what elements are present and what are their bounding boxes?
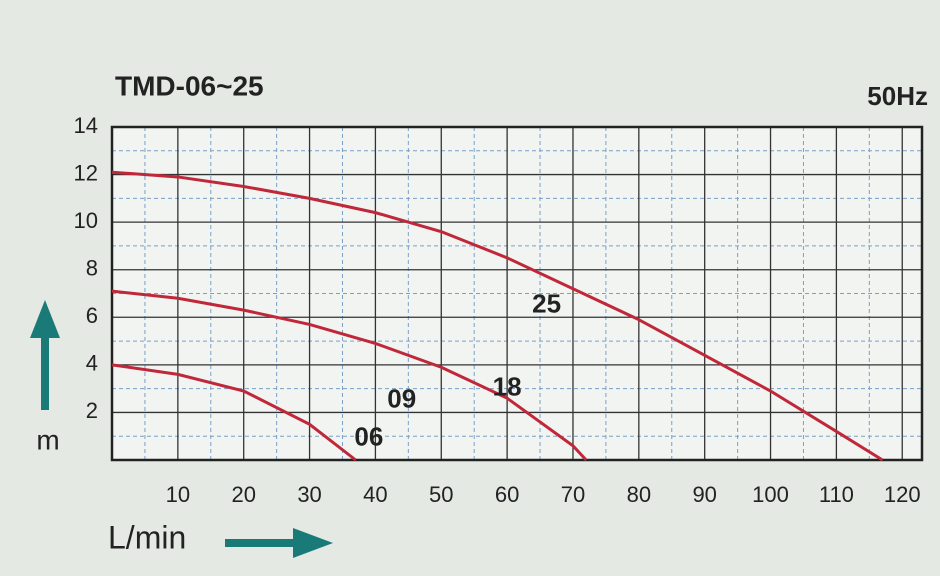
x-tick-label: 30	[297, 482, 321, 507]
y-tick-label: 4	[86, 351, 98, 376]
x-axis-label: L/min	[108, 519, 186, 555]
curve-label: 09	[387, 383, 416, 413]
x-tick-label: 50	[429, 482, 453, 507]
x-tick-label: 110	[819, 482, 854, 507]
x-tick-label: 80	[627, 482, 651, 507]
curve-label: 25	[532, 288, 561, 318]
curve-label: 18	[493, 372, 522, 402]
x-arrow	[225, 528, 333, 558]
x-tick-label: 120	[884, 482, 921, 507]
curve-label: 06	[354, 421, 383, 451]
x-tick-label: 70	[561, 482, 585, 507]
curve	[111, 289, 588, 462]
frequency-label: 50Hz	[867, 81, 928, 111]
y-tick-label: 12	[74, 160, 98, 185]
x-tick-label: 10	[166, 482, 190, 507]
y-tick-label: 6	[86, 303, 98, 328]
curve	[111, 170, 884, 462]
y-tick-label: 10	[74, 208, 98, 233]
x-tick-label: 40	[363, 482, 387, 507]
y-arrow	[30, 300, 60, 410]
x-tick-label: 100	[752, 482, 789, 507]
x-tick-label: 90	[692, 482, 716, 507]
x-tick-label: 20	[231, 482, 255, 507]
chart-title: TMD-06~25	[115, 70, 264, 101]
y-tick-label: 8	[86, 256, 98, 281]
curve	[111, 363, 357, 462]
y-tick-label: 14	[74, 113, 98, 138]
plot-frame	[110, 125, 924, 462]
y-axis-label: m	[36, 424, 59, 455]
y-tick-label: 2	[86, 398, 98, 423]
x-tick-label: 60	[495, 482, 519, 507]
